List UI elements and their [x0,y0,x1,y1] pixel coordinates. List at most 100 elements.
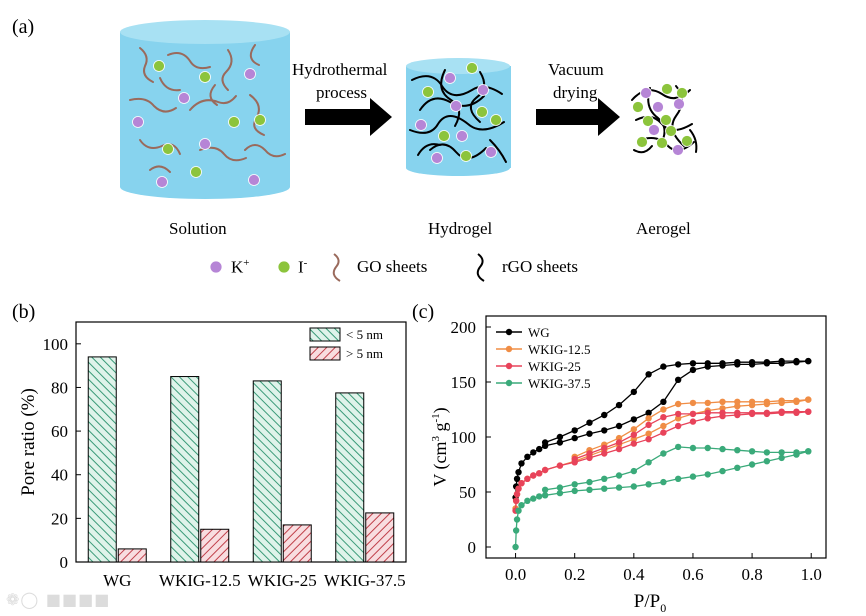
data-point [518,502,525,509]
data-point [689,418,697,425]
legend-label: WG [528,325,550,340]
bar-lt5nm [87,356,117,563]
data-point [719,360,726,367]
data-point [778,449,785,456]
data-point [615,422,623,430]
legend-marker [505,345,513,353]
x-tick-label: WKIG-25 [248,571,317,590]
x-tick-label: 0.4 [623,565,645,584]
data-point [674,400,682,408]
data-point [601,411,608,419]
data-point [645,415,652,422]
data-point [763,409,771,416]
stage-label-aerogel: Aerogel [636,219,691,238]
legend-swatch [309,327,341,342]
stage-label-solution: Solution [169,219,227,238]
data-point [805,448,812,455]
data-point [630,483,638,490]
data-point [748,409,756,416]
data-point [805,408,812,415]
bar-lt5nm [252,380,282,563]
pore-ratio-bar-chart: 0 20 40 60 80 100 Pore ratio (%) WG WKIG-12.5 WKI… [18,321,407,590]
i-ion-icon [277,260,291,274]
data-point [689,360,697,367]
data-point [734,398,741,405]
i-ion-label: I [298,257,304,277]
data-point [793,408,800,415]
data-point [660,363,667,370]
data-point [704,415,711,422]
data-point [556,439,564,446]
data-point [748,398,756,405]
arrow-right-icon [305,98,392,136]
y-axis-label-part: g [430,423,450,437]
data-point [763,398,771,405]
data-point [674,475,682,482]
data-point [571,427,578,434]
stage-label-hydrogel: Hydrogel [428,219,493,238]
data-point [524,497,531,504]
data-point [793,397,800,404]
y-axis-label: Pore ratio (%) [18,388,39,496]
data-point [630,416,638,423]
data-point [615,401,623,409]
data-point [689,444,697,452]
data-point [734,447,741,454]
data-point [674,415,682,422]
data-point [748,448,756,455]
aerogel-cluster [631,83,698,156]
legend-marker [505,328,513,336]
x-tick-label: 1.0 [801,565,822,584]
data-point [645,436,652,443]
x-tick-label: 0.0 [505,565,526,584]
bar-gt5nm [117,548,147,563]
x-axis-label: P/P0 [634,591,666,615]
legend-label: WKIG-37.5 [528,376,590,391]
data-point [518,460,525,467]
bar-gt5nm [282,524,312,563]
arrow1-label-line2: process [316,83,367,102]
legend-marker [505,379,513,387]
data-point [586,450,593,457]
data-point [586,430,593,437]
x-tick-label: WG [103,571,131,590]
data-point [571,434,578,442]
data-point [536,470,543,477]
data-point [763,359,771,366]
data-point [630,440,638,447]
schematic-panel-a [120,20,698,282]
y-tick-label: 200 [451,318,477,337]
data-point [660,478,667,486]
data-point [571,455,578,463]
k-ion-charge: + [243,257,250,269]
data-point [704,399,711,407]
data-point [586,478,593,486]
data-point [778,454,785,462]
y-tick-label: 80 [51,378,68,397]
data-point [689,366,697,374]
data-point [793,449,800,456]
y-axis-label: V (cm3 g-1) [430,407,451,486]
data-point [615,484,623,491]
data-point [556,433,564,441]
data-point [556,489,564,497]
solution-cylinder [120,20,290,199]
data-point [719,409,726,416]
i-ion-charge: - [303,257,308,269]
legend-label: WKIG-25 [528,359,581,374]
x-axis-label-main: P/P [634,591,660,612]
y-tick-label: 0 [468,538,477,557]
panel-a-label: (a) [12,16,35,38]
data-point [512,543,519,551]
data-point [586,486,593,493]
legend-i-ion: I- [298,257,307,278]
data-point [660,406,667,413]
data-point [630,388,638,396]
data-point [630,426,638,433]
data-point [645,421,652,429]
data-point [515,469,522,476]
y-tick-label: 60 [51,422,68,441]
y-tick-label: 150 [451,373,477,392]
arrow2-label-line2: drying [553,83,598,102]
